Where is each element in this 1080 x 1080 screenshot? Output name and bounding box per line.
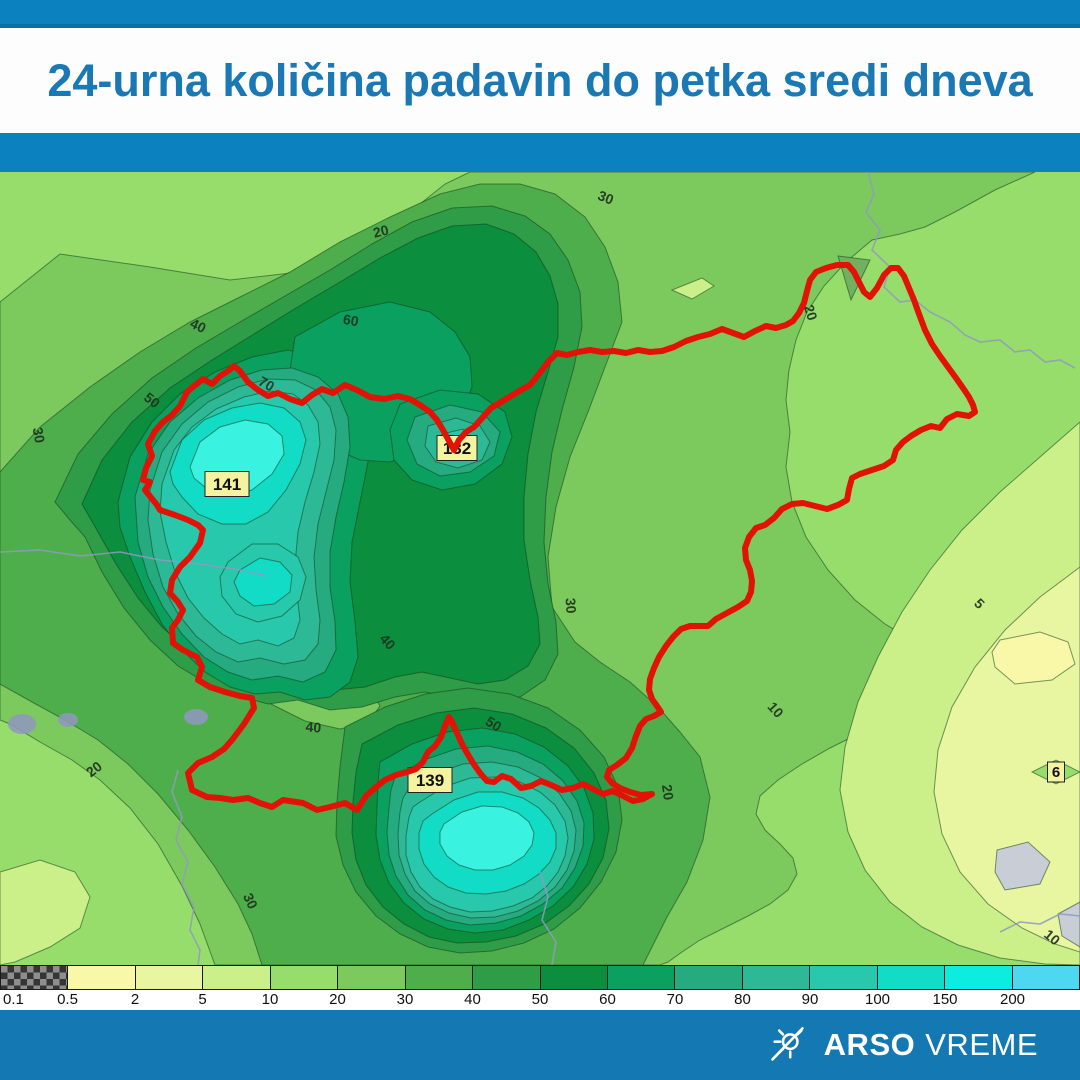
page-title: 24-urna količina padavin do petka sredi … bbox=[47, 54, 1033, 106]
brand-arso: ARSO bbox=[823, 1027, 916, 1062]
legend-value: 200 bbox=[999, 991, 1026, 1008]
precip-color-scale bbox=[0, 965, 1080, 990]
slovenia-border bbox=[140, 262, 978, 813]
peak-label: 6 bbox=[1047, 761, 1065, 783]
peak-label: 141 bbox=[204, 471, 250, 497]
sun-icon bbox=[770, 1027, 804, 1061]
legend-value: 60 bbox=[599, 991, 616, 1008]
legend-value: 20 bbox=[329, 991, 346, 1008]
legend-value: 5 bbox=[198, 991, 207, 1008]
legend-segment bbox=[741, 965, 810, 990]
legend-value: 40 bbox=[464, 991, 481, 1008]
legend-segment bbox=[674, 965, 742, 990]
brand-vreme: VREME bbox=[925, 1027, 1038, 1062]
precip-scale-values: 0.1 0.5 2 5 10 20 30 40 50 60 70 80 90 100 150 200 bbox=[0, 990, 1080, 1010]
legend-segment bbox=[269, 965, 338, 990]
contour-label: 20 bbox=[659, 783, 677, 801]
legend-segment bbox=[944, 965, 1012, 990]
legend-segment bbox=[539, 965, 607, 990]
legend-segment bbox=[67, 965, 135, 990]
legend-value: 2 bbox=[130, 991, 140, 1008]
legend-value: 90 bbox=[801, 991, 819, 1008]
legend-segment bbox=[404, 965, 473, 990]
legend-value: 50 bbox=[531, 991, 549, 1008]
contour-label: 30 bbox=[562, 597, 579, 614]
legend-segment bbox=[606, 965, 675, 990]
legend-segment bbox=[876, 965, 945, 990]
contour-label: 30 bbox=[596, 187, 617, 208]
legend-segment bbox=[337, 965, 405, 990]
contour-label: 40 bbox=[305, 718, 322, 735]
legend-value: 70 bbox=[666, 991, 684, 1008]
legend-value: 80 bbox=[734, 991, 751, 1008]
legend-segment bbox=[202, 965, 270, 990]
contour-label: 40 bbox=[188, 315, 209, 336]
legend-segment bbox=[0, 965, 68, 990]
title-band: 24-urna količina padavin do petka sredi … bbox=[0, 28, 1080, 133]
footer-bar: ARSO VREME bbox=[0, 1010, 1080, 1080]
contour-fills bbox=[0, 172, 1080, 965]
map-container: 20 30 40 50 70 60 30 40 30 50 40 20 30 20 20 10 5 10 141 13… bbox=[0, 172, 1080, 965]
precip-map: 2030405070603040305040203020201051014113… bbox=[0, 172, 1080, 965]
legend-segment bbox=[472, 965, 540, 990]
svg-text:141: 141 bbox=[213, 475, 241, 494]
contour-label: 20 bbox=[801, 303, 821, 323]
legend-value: 10 bbox=[261, 991, 279, 1008]
brand: ARSO VREME bbox=[824, 1027, 1038, 1063]
legend-value: 0.1 bbox=[3, 991, 24, 1008]
legend-segment bbox=[1011, 965, 1080, 990]
legend-value: 30 bbox=[396, 991, 414, 1008]
contour-label: 60 bbox=[342, 311, 360, 329]
map-labels: 2030405070603040305040203020201051014113… bbox=[30, 187, 1065, 948]
contour-label: 50 bbox=[483, 713, 505, 735]
contour-label: 30 bbox=[30, 426, 48, 444]
rivers bbox=[0, 172, 1080, 965]
legend-segment bbox=[809, 965, 877, 990]
legend-value: 150 bbox=[932, 991, 958, 1008]
contour-label: 30 bbox=[240, 890, 261, 911]
peak-label: 139 bbox=[407, 767, 453, 793]
svg-text:6: 6 bbox=[1052, 764, 1060, 781]
contour-label: 20 bbox=[371, 221, 390, 240]
legend-value: 0.5 bbox=[57, 991, 78, 1008]
mid-bar bbox=[0, 133, 1080, 172]
legend-segment bbox=[134, 965, 203, 990]
legend-value: 100 bbox=[864, 991, 891, 1008]
top-bar bbox=[0, 0, 1080, 28]
svg-text:139: 139 bbox=[416, 771, 444, 790]
